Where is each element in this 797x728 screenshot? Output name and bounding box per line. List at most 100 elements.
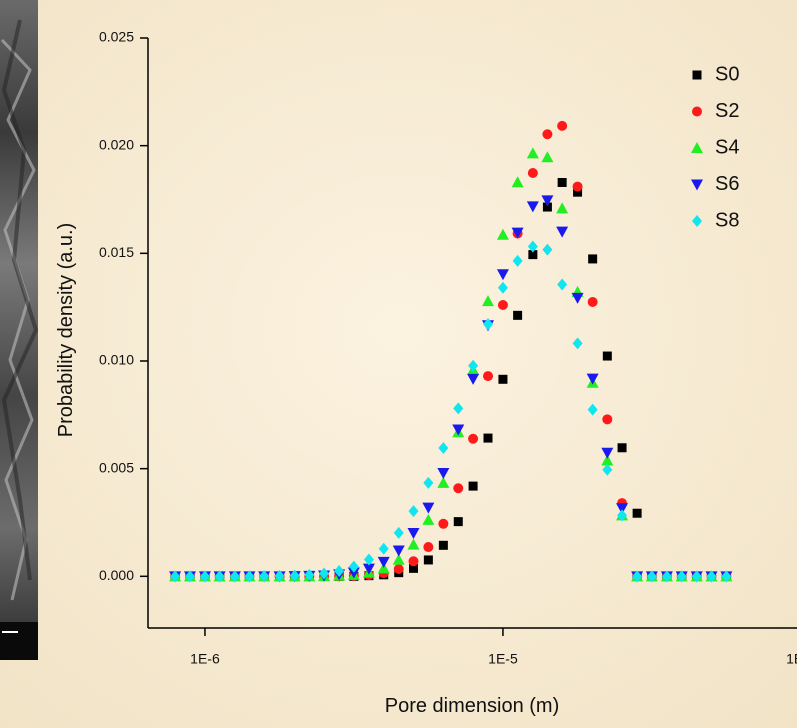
point — [496, 269, 509, 281]
point — [334, 564, 345, 577]
point — [512, 254, 523, 267]
point — [526, 201, 539, 213]
point — [572, 181, 583, 192]
point — [557, 120, 568, 131]
point — [511, 227, 524, 239]
point — [363, 553, 374, 566]
point — [571, 292, 584, 304]
point — [407, 538, 420, 550]
point — [511, 176, 524, 188]
point — [646, 570, 657, 583]
point — [422, 502, 435, 514]
point — [319, 567, 330, 580]
point — [393, 564, 404, 574]
side-photo — [0, 0, 39, 660]
y-tick-label: 0.000 — [99, 567, 134, 583]
point — [483, 433, 493, 443]
point — [438, 540, 448, 550]
point — [513, 310, 523, 320]
point — [362, 563, 375, 575]
point — [407, 528, 420, 540]
point — [229, 570, 240, 583]
point — [377, 556, 390, 568]
point — [632, 570, 643, 583]
point — [706, 570, 717, 583]
x-tick-label: 1E-6 — [190, 651, 220, 667]
point — [378, 542, 389, 555]
point — [392, 545, 405, 557]
point — [437, 467, 450, 479]
photo-footer — [0, 622, 38, 660]
point — [617, 443, 627, 453]
point — [467, 373, 480, 385]
point — [526, 147, 539, 159]
legend-label: S0 — [715, 63, 739, 85]
y-tick-label: 0.020 — [99, 136, 134, 152]
point — [527, 240, 538, 253]
point — [632, 508, 642, 518]
y-axis-title: Probability density (a.u.) — [55, 223, 77, 438]
series — [170, 240, 732, 583]
legend-marker — [691, 142, 703, 153]
point — [542, 202, 552, 212]
axes — [147, 38, 797, 629]
legend-marker — [692, 106, 702, 117]
point — [423, 476, 434, 489]
point — [601, 447, 614, 459]
point — [498, 374, 508, 384]
point — [408, 563, 418, 573]
point — [453, 402, 464, 415]
point — [541, 195, 554, 207]
point — [721, 570, 732, 583]
point — [661, 570, 672, 583]
point — [587, 296, 598, 307]
point — [392, 553, 405, 565]
y-tick-label: 0.005 — [99, 459, 134, 475]
point — [602, 351, 612, 361]
point — [542, 243, 553, 256]
y-tick-label: 0.010 — [99, 352, 134, 368]
point — [483, 318, 494, 331]
x-tick-label: 1E-4 — [786, 651, 797, 667]
photo-texture — [1, 19, 39, 581]
point — [542, 129, 553, 140]
legend-marker — [692, 70, 702, 80]
point — [393, 526, 404, 539]
point — [572, 337, 583, 350]
point — [408, 505, 419, 518]
point — [423, 542, 434, 553]
point — [304, 568, 315, 581]
point — [617, 509, 628, 522]
point — [557, 177, 567, 187]
point — [468, 481, 478, 491]
legend-label: S8 — [715, 209, 739, 231]
legend-label: S4 — [715, 136, 739, 158]
legend-marker — [691, 179, 703, 191]
point — [616, 503, 629, 515]
point — [541, 151, 554, 163]
point — [482, 295, 495, 307]
point — [453, 517, 463, 527]
point — [497, 300, 508, 311]
point — [214, 570, 225, 583]
point — [602, 463, 613, 476]
point — [438, 518, 449, 529]
point — [408, 556, 419, 567]
legend-marker — [692, 215, 702, 227]
point — [556, 226, 569, 238]
legend-label: S6 — [715, 173, 739, 195]
point — [468, 433, 479, 444]
point — [244, 570, 255, 583]
point — [437, 476, 450, 488]
point — [527, 168, 538, 179]
point — [170, 570, 181, 583]
point — [601, 454, 614, 466]
point — [423, 555, 433, 565]
point — [199, 570, 210, 583]
point — [438, 441, 449, 454]
y-tick-label: 0.025 — [99, 29, 134, 45]
point — [602, 414, 613, 425]
point — [497, 281, 508, 294]
